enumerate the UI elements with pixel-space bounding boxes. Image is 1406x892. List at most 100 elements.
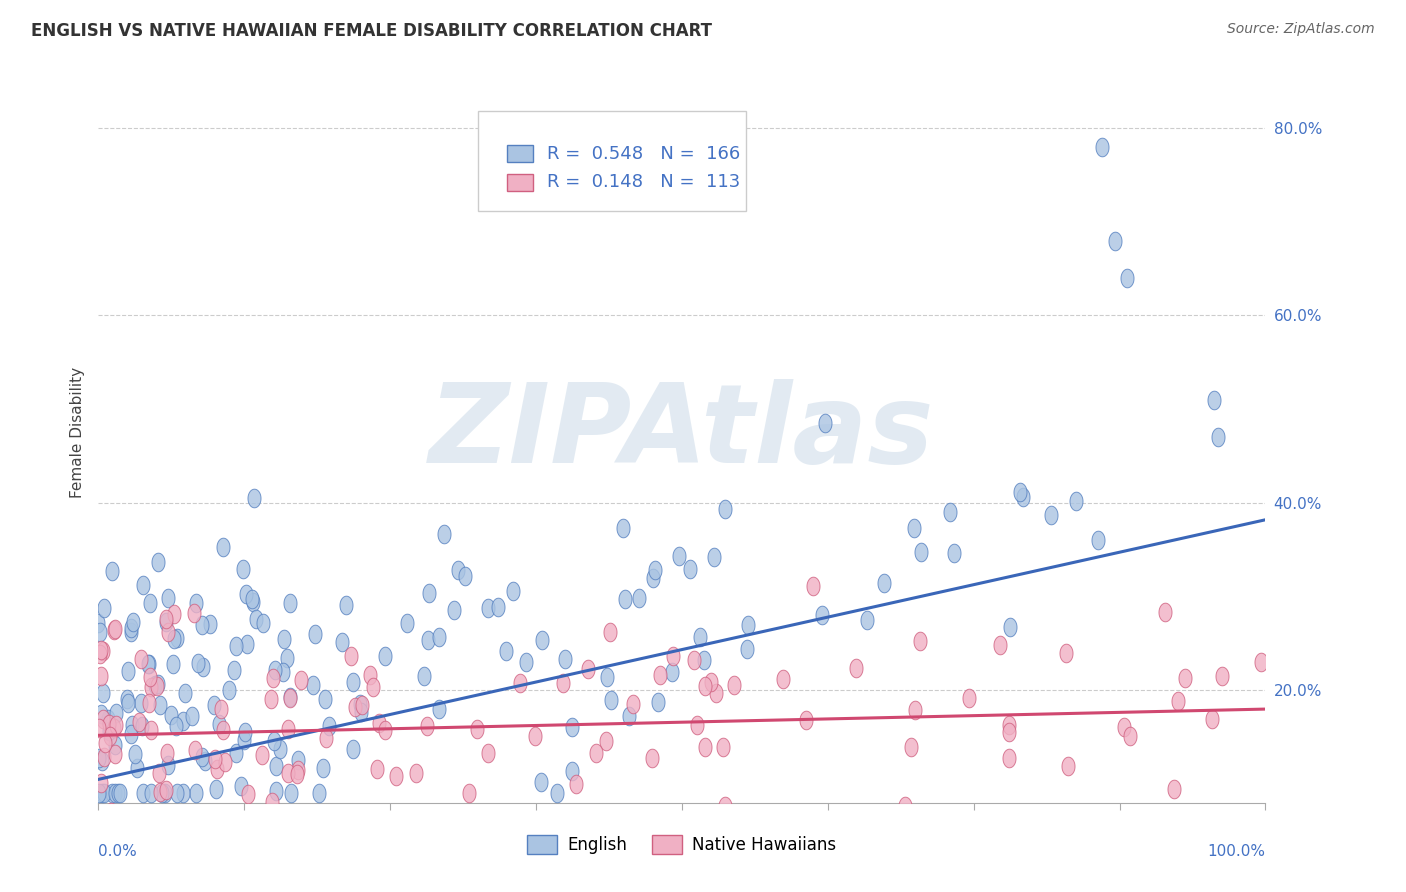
- Point: [1174, 671, 1197, 685]
- Point: [1202, 392, 1225, 407]
- Point: [108, 786, 131, 800]
- Point: [612, 521, 634, 535]
- Point: [416, 719, 439, 733]
- Point: [1039, 508, 1062, 522]
- Point: [155, 612, 177, 626]
- Point: [366, 762, 388, 776]
- Point: [714, 501, 737, 516]
- Text: R =  0.148   N =  113: R = 0.148 N = 113: [547, 173, 740, 192]
- Point: [209, 702, 232, 716]
- Point: [260, 691, 283, 706]
- Point: [342, 742, 364, 756]
- Point: [873, 576, 896, 591]
- Point: [290, 673, 312, 687]
- Point: [156, 746, 179, 760]
- Point: [641, 751, 664, 765]
- Point: [208, 716, 231, 731]
- Point: [250, 748, 273, 763]
- Point: [191, 617, 214, 632]
- Point: [772, 672, 794, 686]
- Point: [117, 664, 139, 678]
- Point: [101, 564, 124, 578]
- Point: [245, 612, 267, 626]
- Point: [131, 577, 153, 591]
- Point: [647, 695, 669, 709]
- Point: [908, 634, 931, 648]
- Point: [903, 703, 925, 717]
- Point: [714, 798, 737, 813]
- Point: [120, 625, 142, 640]
- FancyBboxPatch shape: [478, 111, 747, 211]
- Point: [87, 721, 110, 735]
- Point: [523, 730, 546, 744]
- Point: [93, 786, 115, 800]
- Point: [454, 569, 477, 583]
- Point: [214, 756, 236, 770]
- Point: [132, 786, 155, 800]
- Point: [148, 765, 170, 780]
- Point: [105, 718, 128, 732]
- Point: [1119, 730, 1142, 744]
- Point: [191, 749, 214, 764]
- Point: [242, 595, 264, 609]
- Text: R =  0.548   N =  166: R = 0.548 N = 166: [547, 145, 740, 162]
- Point: [90, 706, 112, 721]
- Point: [174, 686, 197, 700]
- Point: [287, 763, 309, 777]
- Point: [1054, 646, 1077, 660]
- Point: [350, 706, 373, 720]
- Point: [163, 632, 186, 646]
- Point: [211, 723, 233, 738]
- Point: [198, 617, 221, 632]
- Point: [695, 679, 717, 693]
- Point: [998, 620, 1021, 634]
- Point: [191, 660, 214, 674]
- Point: [374, 649, 396, 664]
- Point: [856, 613, 879, 627]
- Point: [138, 657, 160, 672]
- Point: [229, 779, 252, 793]
- Point: [711, 740, 734, 755]
- Point: [350, 698, 373, 713]
- Point: [278, 596, 301, 610]
- Point: [894, 798, 917, 813]
- Point: [988, 639, 1011, 653]
- Point: [155, 615, 177, 629]
- Point: [997, 717, 1019, 731]
- Point: [104, 706, 127, 721]
- Text: ENGLISH VS NATIVE HAWAIIAN FEMALE DISABILITY CORRELATION CHART: ENGLISH VS NATIVE HAWAIIAN FEMALE DISABI…: [31, 22, 711, 40]
- Point: [103, 721, 125, 735]
- Point: [138, 596, 160, 610]
- Point: [141, 681, 163, 695]
- Point: [367, 715, 389, 730]
- Point: [98, 717, 121, 731]
- Point: [418, 586, 440, 600]
- Point: [104, 786, 127, 800]
- Point: [599, 624, 621, 639]
- Point: [486, 600, 509, 615]
- Point: [146, 555, 169, 569]
- Point: [205, 782, 228, 797]
- Point: [343, 699, 366, 714]
- Point: [184, 786, 207, 800]
- Point: [735, 641, 758, 656]
- Point: [679, 562, 702, 576]
- Point: [89, 625, 111, 640]
- Point: [998, 725, 1021, 739]
- Point: [405, 765, 427, 780]
- Point: [530, 774, 553, 789]
- Point: [232, 562, 254, 576]
- Point: [156, 591, 179, 606]
- Point: [262, 795, 284, 809]
- Point: [903, 521, 925, 535]
- Point: [94, 735, 117, 749]
- Point: [477, 601, 499, 615]
- Point: [150, 786, 173, 800]
- Point: [564, 777, 586, 791]
- Point: [301, 678, 323, 692]
- Point: [1010, 484, 1032, 499]
- Point: [1112, 720, 1135, 734]
- Point: [129, 696, 152, 710]
- FancyBboxPatch shape: [508, 174, 533, 191]
- Point: [87, 786, 110, 800]
